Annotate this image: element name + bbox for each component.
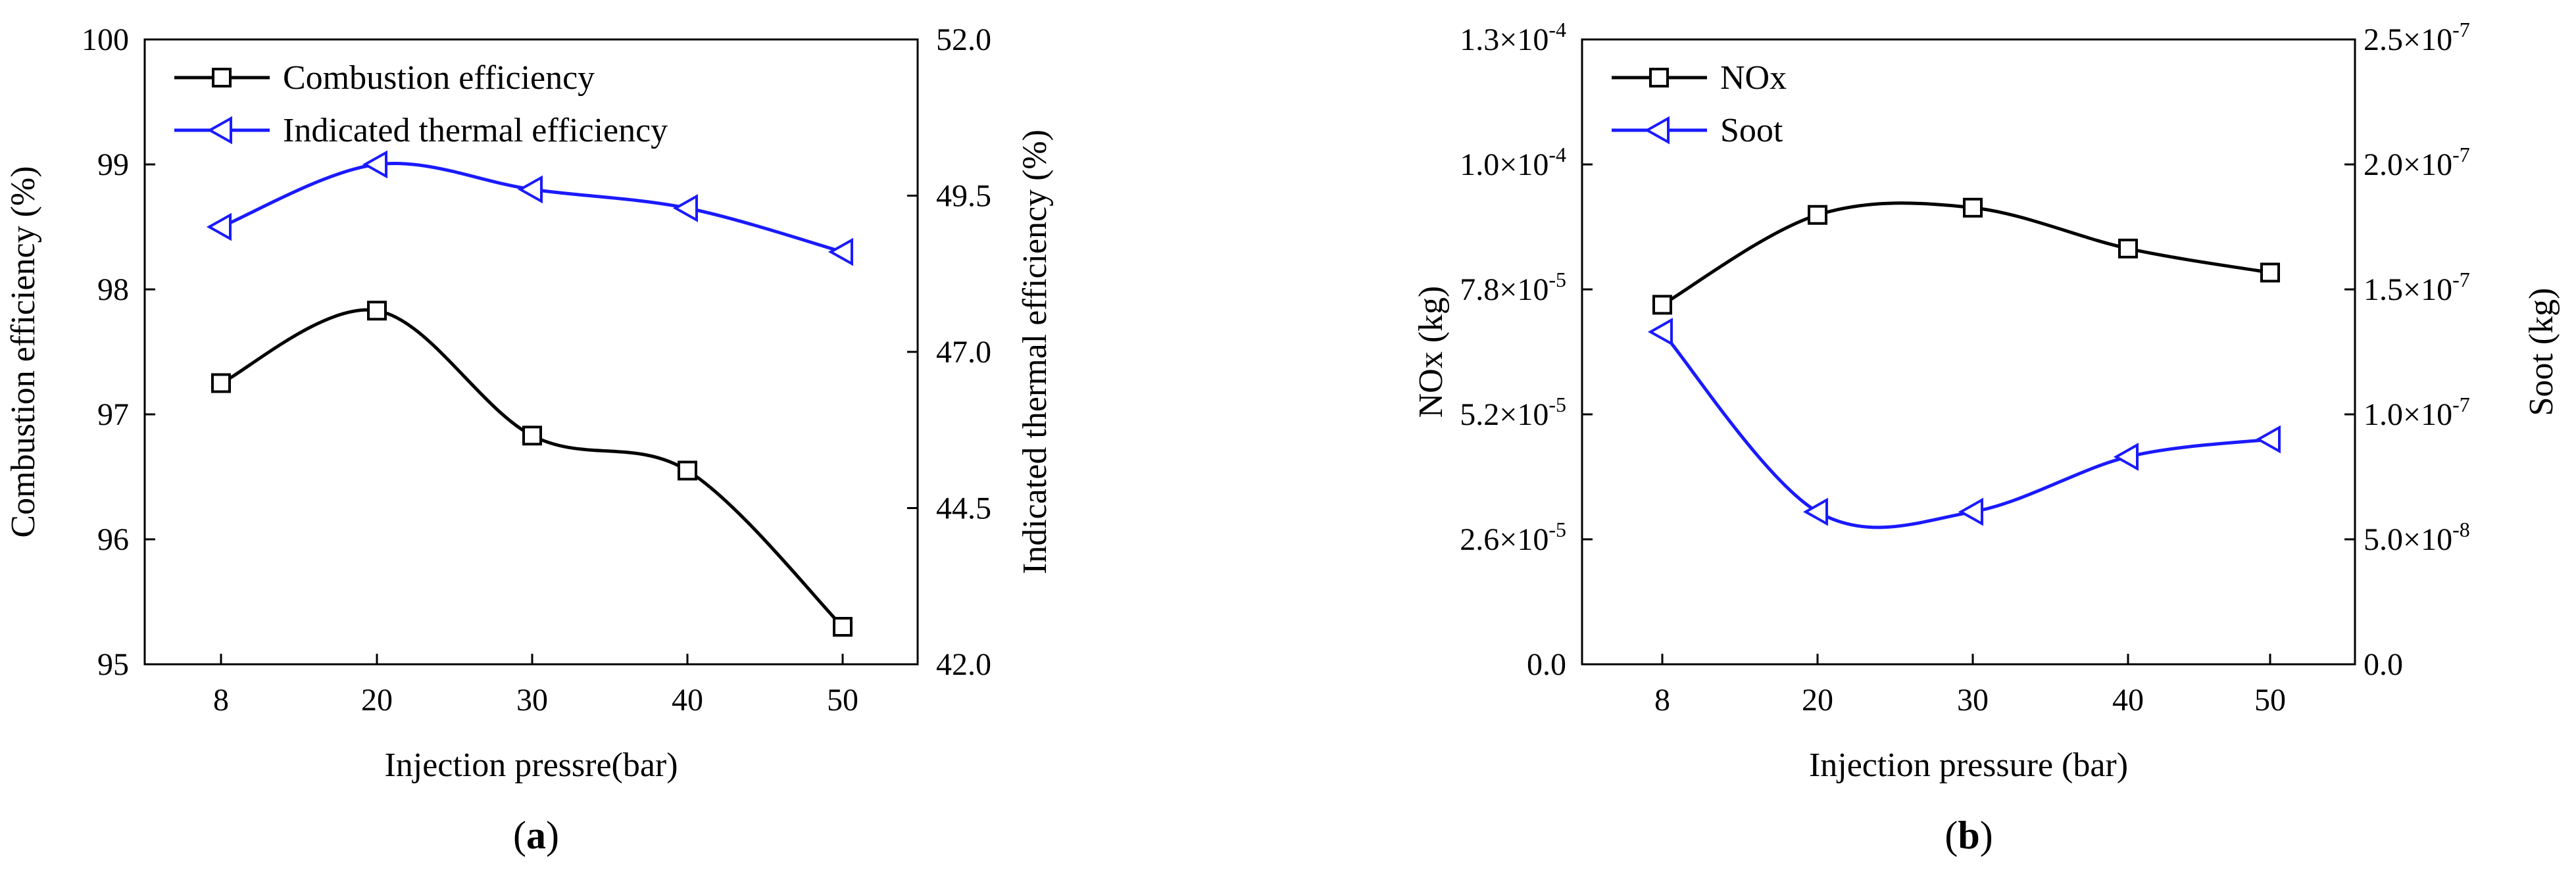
data-point xyxy=(2255,425,2281,454)
y-left-tick-label: 2.6×10-5 xyxy=(1460,518,1566,557)
legend-label: Indicated thermal efficiency xyxy=(283,112,668,149)
x-tick-label: 8 xyxy=(213,683,229,718)
data-point xyxy=(2113,443,2139,472)
data-point xyxy=(678,460,697,481)
y-left-tick-label: 96 xyxy=(97,522,129,557)
legend-marker xyxy=(207,116,232,145)
series-line-nox xyxy=(1661,201,2271,306)
y-left-tick-label: 100 xyxy=(82,22,129,57)
y-right-tick-label: 0.0 xyxy=(2364,647,2403,682)
panel-label: (b) xyxy=(1944,814,1993,857)
chart-panel-b: 8 20 30 40 50 0.0 2.6×10-5 5.2×10-5 7.8×10-5 1.0×… xyxy=(1412,18,2560,857)
y-right-axis-label: Indicated thermal efficiency (%) xyxy=(1016,130,1054,574)
x-tick-label: 30 xyxy=(516,683,548,718)
data-point xyxy=(1958,497,1983,526)
y-right-tick-label: 5.0×10-8 xyxy=(2364,518,2470,557)
x-tick-label: 30 xyxy=(1957,683,1989,718)
y-left-tick-label: 5.2×10-5 xyxy=(1460,393,1566,432)
data-point xyxy=(362,150,387,179)
data-point xyxy=(522,426,542,446)
x-tick-label: 40 xyxy=(2112,683,2144,718)
y-right-tick-label: 52.0 xyxy=(936,22,991,57)
data-point xyxy=(206,212,232,241)
x-tick-label: 40 xyxy=(672,683,703,718)
y-left-tick-label: 1.0×10-4 xyxy=(1460,143,1566,182)
y-right-axis-label: Soot (kg) xyxy=(2523,288,2560,416)
y-left-tick-label: 98 xyxy=(97,272,129,307)
data-point xyxy=(1652,295,1672,315)
data-point xyxy=(672,194,698,222)
y-right-tick-label: 1.0×10-7 xyxy=(2364,393,2470,432)
y-right-tick-label: 47.0 xyxy=(936,335,991,370)
data-point xyxy=(517,175,543,204)
data-point xyxy=(828,237,853,266)
x-tick-label: 20 xyxy=(361,683,393,718)
data-point xyxy=(367,301,387,321)
data-point xyxy=(2118,238,2138,258)
y-right-tick-label: 2.0×10-7 xyxy=(2364,143,2470,182)
y-left-tick-label: 0.0 xyxy=(1527,647,1566,682)
y-left-tick-label: 1.3×10-4 xyxy=(1460,18,1566,57)
legend-marker xyxy=(212,68,232,87)
y-left-tick-label: 7.8×10-5 xyxy=(1460,268,1566,307)
y-left-tick-label: 97 xyxy=(97,397,129,432)
chart-panel-a: 8 20 30 40 50 95 96 97 98 99 100 42.0 44.5 47.0 49.5 52… xyxy=(5,22,1054,857)
plot-frame xyxy=(1581,38,2356,666)
series-line-soot xyxy=(1661,330,2271,529)
y-right-tick-label: 1.5×10-7 xyxy=(2364,268,2470,307)
y-right-tick-label: 2.5×10-7 xyxy=(2364,18,2470,57)
data-point xyxy=(1647,318,1673,347)
x-tick-label: 50 xyxy=(2254,683,2286,718)
x-tick-label: 50 xyxy=(827,683,858,718)
y-right-tick-label: 49.5 xyxy=(936,179,991,214)
series-line-indicated-thermal-efficiency xyxy=(220,161,843,254)
legend-label: Soot xyxy=(1720,112,1783,149)
x-tick-label: 20 xyxy=(1802,683,1833,718)
series-line-combustion-efficiency xyxy=(220,308,844,628)
data-point xyxy=(833,617,853,637)
legend-label: NOx xyxy=(1720,59,1787,97)
legend-label: Combustion efficiency xyxy=(283,59,595,97)
x-axis-label: Injection pressure (bar) xyxy=(1809,746,2128,784)
y-left-tick-label: 95 xyxy=(97,647,129,682)
x-tick-label: 8 xyxy=(1654,683,1670,718)
data-point xyxy=(211,373,231,393)
data-point xyxy=(1808,205,1827,225)
panel-label: (a) xyxy=(513,814,559,857)
x-axis-label: Injection pressre(bar) xyxy=(384,746,678,784)
data-point xyxy=(1802,497,1828,526)
legend-marker xyxy=(1649,68,1669,87)
data-point xyxy=(2260,262,2280,283)
y-right-tick-label: 42.0 xyxy=(936,647,991,682)
y-right-tick-label: 44.5 xyxy=(936,491,991,526)
y-left-axis-label: Combustion efficiency (%) xyxy=(5,166,42,537)
y-left-tick-label: 99 xyxy=(97,147,129,182)
y-left-axis-label: NOx (kg) xyxy=(1412,286,1450,418)
legend-marker xyxy=(1644,116,1670,145)
data-point xyxy=(1963,197,1983,218)
